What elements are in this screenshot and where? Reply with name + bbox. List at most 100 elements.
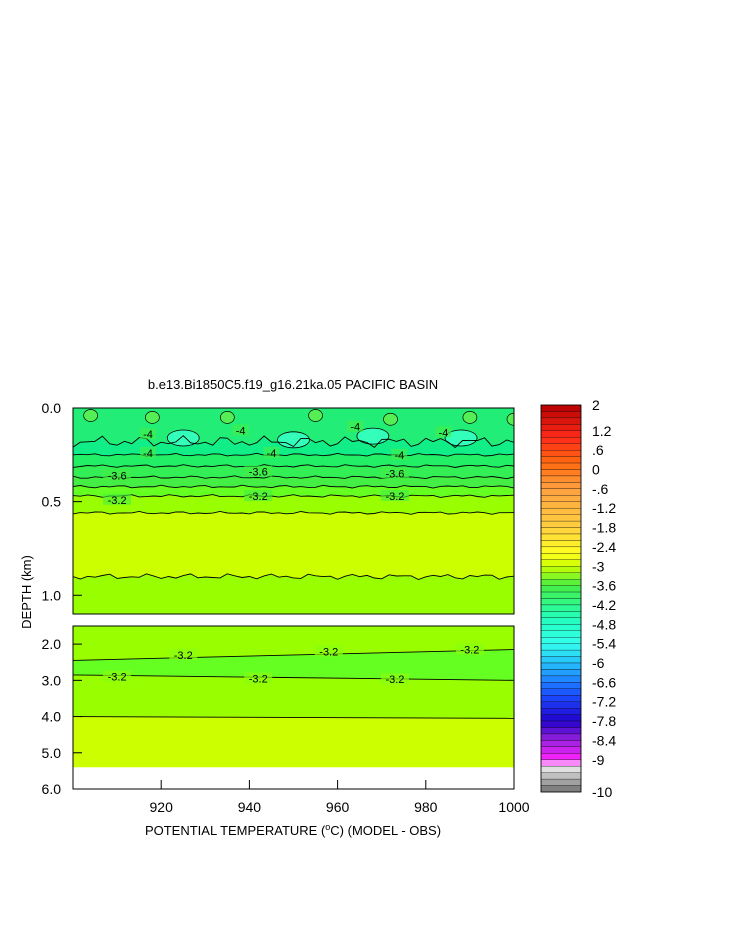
- colorbar-tick-label: -7.2: [592, 694, 616, 710]
- contour-label: -4: [236, 425, 246, 437]
- y-axis: 0.0 0.5 1.0 2.0 3.0 4.0 5.0 6.0: [42, 400, 82, 797]
- colorbar-bin: [540, 553, 582, 560]
- contour-line: [73, 464, 514, 468]
- contour-label: -3.2: [385, 674, 404, 686]
- colorbar-bin: [540, 508, 582, 515]
- cold-patch: [444, 429, 478, 447]
- colorbar-bin: [540, 495, 582, 502]
- contour-line: [73, 716, 514, 719]
- contour-label: -3.2: [174, 650, 193, 662]
- colorbar-tick-label: 2: [592, 397, 600, 413]
- contour-label-bg: [391, 448, 408, 460]
- colorbar-bin: [540, 714, 582, 722]
- colorbar-tick-label: -8.4: [592, 732, 616, 748]
- contour-label: -3.2: [319, 646, 338, 658]
- colorbar-bin: [540, 733, 582, 741]
- colorbar-tick-label: -4.8: [592, 616, 616, 632]
- contour-label-bg: [263, 446, 280, 458]
- colorbar-bin: [540, 404, 582, 412]
- colorbar-tick-label: -7.8: [592, 713, 616, 729]
- colorbar-bin: [540, 772, 582, 780]
- contour-label-bg: [380, 467, 409, 479]
- upper-panel-contour-labels: -4 -4 -4 -4 -4 -4 -4 -3.6 -3.6 -3.6 -3.2 -3.2 -3.2: [103, 420, 452, 507]
- colorbar-bin: [540, 598, 582, 606]
- upper-panel-fill: [73, 408, 514, 614]
- colorbar-bin: [540, 695, 582, 702]
- colorbar-tick-label: 0: [592, 462, 600, 478]
- y-tick-label: 1.0: [42, 587, 62, 603]
- x-tick-label: 980: [414, 799, 438, 815]
- chart-title: b.e13.Bi1850C5.f19_g16.21ka.05 PACIFIC B…: [148, 377, 438, 392]
- surface-patch: [83, 409, 98, 422]
- colorbar-bin: [540, 643, 582, 651]
- contour-label: -3.2: [385, 491, 404, 503]
- surface-band: [73, 408, 514, 448]
- contour-label-bg: [380, 673, 409, 685]
- contour-label: -4: [439, 427, 449, 439]
- contour-label: -3.2: [460, 645, 479, 657]
- x-tick-label: 940: [238, 799, 262, 815]
- colorbar-bin: [540, 753, 582, 760]
- colorbar-bin: [540, 546, 582, 554]
- colorbar-bin: [540, 533, 582, 541]
- colorbar-bin: [540, 637, 582, 644]
- contour-label: -3.2: [108, 495, 127, 507]
- colorbar-tick-label: -.6: [592, 481, 609, 497]
- surface-patch: [462, 411, 478, 424]
- contour-label-bg: [103, 493, 132, 505]
- colorbar-bin: [540, 746, 582, 754]
- colorbar-bin: [540, 475, 582, 483]
- y-tick-label: 2.0: [42, 636, 62, 652]
- contour-line: [73, 674, 514, 681]
- y-tick-label: 6.0: [42, 781, 62, 797]
- x-tick-label: 920: [150, 799, 174, 815]
- contour-label: -4: [394, 450, 404, 462]
- contour-label-bg: [244, 672, 273, 684]
- lower-panel-fill: [73, 626, 514, 789]
- colorbar-bin: [540, 617, 582, 625]
- contour-label: -3.2: [108, 672, 127, 684]
- contour-label-bg: [103, 670, 132, 682]
- contour-line: [73, 484, 514, 489]
- cold-patch: [277, 431, 310, 449]
- colorbar-bin: [540, 649, 582, 657]
- contour-label: -3.6: [385, 469, 404, 481]
- surface-patch: [220, 411, 235, 424]
- lower-panel-contours: [73, 649, 514, 719]
- colorbar-bin: [540, 424, 582, 431]
- contour-label-bg: [435, 426, 452, 438]
- band-cool: [73, 649, 514, 681]
- colorbar-tick-label: -10: [592, 784, 612, 800]
- y-tick-label: 0.5: [42, 494, 62, 510]
- colorbar-tick-label: -6.6: [592, 674, 616, 690]
- colorbar-bin: [540, 417, 582, 425]
- colorbar-bin: [540, 585, 582, 593]
- y-tick-label: 4.0: [42, 709, 62, 725]
- colorbar-bin: [540, 482, 582, 489]
- colorbar-tick-label: -3: [592, 558, 605, 574]
- colorbar-bin: [540, 514, 582, 522]
- colorbar-bin: [540, 727, 582, 735]
- colorbar-bin: [540, 540, 582, 548]
- x-tick-label: 1000: [498, 799, 529, 815]
- colorbar-bin: [540, 682, 582, 689]
- colorbar-bin: [540, 437, 582, 444]
- colorbar-tick-label: 1.2: [592, 423, 612, 439]
- x-tick-label: 960: [326, 799, 350, 815]
- contour-line: [73, 573, 514, 580]
- colorbar-bin: [540, 701, 582, 709]
- y-tick-label: 5.0: [42, 745, 62, 761]
- y-tick-label: 0.0: [42, 400, 62, 416]
- contour-label-bg: [139, 428, 156, 440]
- x-axis: 920 940 960 980 1000: [150, 780, 530, 815]
- colorbar-bin: [540, 527, 582, 535]
- contour-label: -3.2: [249, 674, 268, 686]
- colorbar-bin: [540, 708, 582, 715]
- colorbar-bin: [540, 462, 582, 470]
- colorbar-frame: [540, 404, 582, 793]
- colorbar-bin: [540, 759, 582, 767]
- contour-label-bg: [169, 648, 198, 660]
- colorbar-tick-label: -2.4: [592, 539, 616, 555]
- contour-label: -4: [143, 429, 153, 441]
